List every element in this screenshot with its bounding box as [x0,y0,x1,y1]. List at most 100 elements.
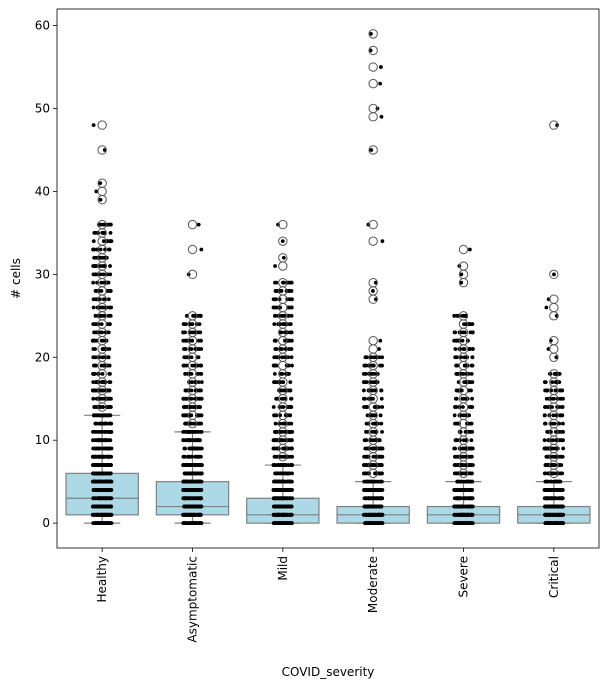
strip-point [273,280,277,285]
box-group-healthy [65,120,139,526]
strip-point [280,504,285,509]
strip-point [199,396,204,401]
outlier-marker [97,120,107,130]
strip-point [273,421,278,426]
strip-point [93,313,98,318]
strip-point [470,504,475,509]
strip-point [181,521,186,526]
strip-point [547,504,552,509]
strip-point [108,222,113,227]
strip-point [288,413,293,418]
strip-point [93,347,97,351]
strip-point [364,380,369,385]
outlier-marker [549,344,559,354]
strip-point [455,313,460,318]
strip-point [186,479,191,484]
strip-point [273,380,278,385]
strip-point [100,371,105,376]
strip-point [189,396,193,401]
strip-point [108,421,112,426]
outlier-markers [458,244,469,479]
strip-point [467,488,472,492]
strip-point [453,405,458,409]
strip-point [289,305,294,310]
strip-point [561,430,565,434]
strip-point [361,371,366,376]
strip-point [278,330,283,335]
strip-point [286,504,291,509]
strip-point [108,380,113,385]
strip-point [543,380,548,385]
strip-point [195,438,199,443]
strip-point [189,347,194,351]
strip-point [107,322,112,327]
x-tick-label: Severe [457,556,471,598]
strip-point [273,504,277,509]
strip-point [544,463,549,467]
strip-point [379,421,384,426]
strip-point [199,347,204,351]
strip-point [95,463,100,467]
outlier-marker [549,302,559,313]
strip-point [379,496,383,501]
strip-point [544,388,549,393]
strip-point [289,405,294,409]
strip-point [552,521,557,526]
outlier-marker [368,335,378,346]
strip-point [370,463,374,467]
strip-point [281,280,286,285]
strip-point [95,504,100,509]
strip-point [271,363,276,368]
outlier-marker [549,294,559,304]
strip-point [273,512,278,517]
strip-point [108,264,112,268]
strip-point [283,463,288,467]
strip-point [271,463,276,467]
outlier-markers [368,29,378,479]
x-axis-label: COVID_severity [282,665,375,679]
strip-point [107,405,112,409]
strip-point [462,355,467,360]
strip-point [284,496,289,501]
strip-point [196,222,201,227]
strip-point [368,479,373,484]
strip-point [105,222,110,227]
strip-point [195,413,200,418]
y-tick-label: 30 [35,267,50,281]
strip-point [463,521,468,526]
strip-point [559,463,564,467]
strip-point [98,521,103,526]
strip-point [94,446,99,451]
y-tick-label: 20 [35,350,50,364]
strip-point [93,289,98,293]
strip-point [199,371,203,376]
strip-point [108,463,113,467]
strip-point [94,189,99,194]
strip-point [101,222,106,227]
strip-point [106,297,111,302]
strip-point [460,371,465,376]
strip-point [378,504,383,509]
strip-point [464,479,469,484]
strip-point [191,496,196,501]
strip-point [462,322,466,327]
strip-point [378,463,382,467]
strip-point [378,81,382,86]
strip-point [277,479,282,484]
strip-point [282,438,286,443]
strip-point [108,313,113,318]
strip-point [109,504,113,509]
strip-point [199,463,204,467]
strip-point [463,430,468,434]
x-tick-label: Moderate [366,556,380,613]
strip-point [288,322,293,327]
strip-point [272,454,277,459]
strip-point [549,479,554,484]
strip-point [183,438,188,443]
strip-point [96,438,101,443]
strip-point [279,463,284,467]
strip-point [273,471,277,476]
strip-point [278,521,283,526]
strip-point [187,438,192,443]
strip-point [189,388,194,393]
